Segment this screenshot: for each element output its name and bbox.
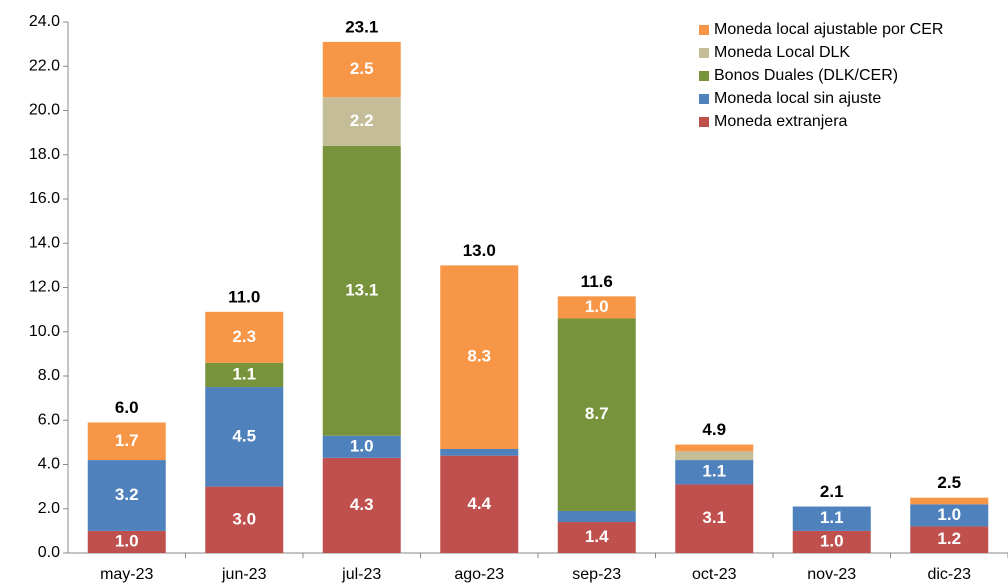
bar-segment	[675, 484, 754, 553]
legend-swatch	[699, 94, 709, 104]
bar-segment	[910, 504, 989, 527]
data-label: 8.3	[467, 347, 491, 366]
bar-segment	[322, 457, 401, 553]
y-tick-label: 22.0	[29, 57, 60, 74]
data-label: 3.0	[232, 509, 256, 528]
data-label: 1.0	[115, 531, 139, 550]
bar-segment	[440, 455, 519, 553]
y-tick-label: 6.0	[38, 411, 60, 428]
bar-segment	[87, 460, 166, 531]
data-label: 1.0	[937, 505, 961, 524]
data-label: 4.4	[467, 494, 491, 513]
bar-segment	[205, 387, 284, 487]
data-label: 1.1	[232, 364, 256, 383]
y-tick-label: 12.0	[29, 279, 60, 296]
bar-segment	[557, 296, 636, 319]
bar-segment	[322, 41, 401, 98]
bar-segment	[910, 526, 989, 553]
data-label: 2.5	[350, 59, 374, 78]
legend-label: Moneda extranjera	[714, 113, 848, 130]
bar-segment	[87, 422, 166, 461]
data-label: 1.0	[585, 297, 609, 316]
bar-segment	[205, 486, 284, 553]
data-label: 1.4	[585, 527, 609, 546]
y-tick-label: 10.0	[29, 323, 60, 340]
total-label: 2.5	[937, 473, 961, 492]
data-label: 4.5	[232, 426, 256, 445]
y-tick-label: 24.0	[29, 13, 60, 30]
bar-segment	[205, 311, 284, 363]
data-label: 1.7	[115, 431, 139, 450]
bar-segment	[792, 506, 871, 531]
legend-label: Bonos Duales (DLK/CER)	[714, 67, 898, 84]
bar-segment	[322, 97, 401, 146]
x-tick-label: nov-23	[807, 566, 856, 583]
x-tick-label: sep-23	[572, 566, 621, 583]
data-label: 1.2	[937, 529, 961, 548]
x-tick-label: dic-23	[927, 566, 971, 583]
bar-segment	[87, 530, 166, 553]
legend-label: Moneda local ajustable por CER	[714, 21, 943, 38]
y-tick-label: 4.0	[38, 456, 60, 473]
x-tick-label: may-23	[100, 566, 153, 583]
data-label: 2.2	[350, 111, 374, 130]
legend-label: Moneda local sin ajuste	[714, 90, 881, 107]
y-tick-label: 18.0	[29, 146, 60, 163]
y-tick-label: 14.0	[29, 234, 60, 251]
data-label: 1.0	[350, 436, 374, 455]
x-tick-label: jun-23	[221, 566, 267, 583]
bar-segment	[675, 444, 754, 452]
bar-segment	[322, 145, 401, 436]
data-label: 13.1	[345, 280, 378, 299]
legend-label: Moneda Local DLK	[714, 44, 850, 61]
x-tick-label: oct-23	[692, 566, 737, 583]
bar-segment	[322, 435, 401, 458]
data-label: 3.2	[115, 485, 139, 504]
bar-segment	[910, 497, 989, 505]
x-tick-label: jul-23	[341, 566, 381, 583]
bar-segment	[557, 510, 636, 523]
bar-segment	[205, 362, 284, 388]
data-label: 8.7	[585, 404, 609, 423]
data-label: 4.3	[350, 495, 374, 514]
total-label: 11.6	[581, 272, 613, 291]
legend-swatch	[699, 48, 709, 58]
data-label: 1.0	[820, 531, 844, 550]
y-tick-label: 0.0	[38, 544, 60, 561]
y-tick-label: 20.0	[29, 102, 60, 119]
legend-swatch	[699, 71, 709, 81]
y-tick-label: 8.0	[38, 367, 60, 384]
data-label: 3.1	[702, 508, 726, 527]
bar-segment	[440, 449, 519, 456]
bar-segment	[675, 460, 754, 485]
bar-segment	[557, 318, 636, 511]
total-label: 2.1	[820, 482, 844, 501]
bar-segment	[557, 522, 636, 553]
y-tick-label: 16.0	[29, 190, 60, 207]
y-tick-label: 2.0	[38, 500, 60, 517]
total-label: 13.0	[463, 241, 496, 260]
data-label: 1.1	[702, 462, 726, 481]
bar-segment	[675, 451, 754, 461]
data-label: 2.3	[232, 327, 256, 346]
x-tick-label: ago-23	[454, 566, 504, 583]
total-label: 11.0	[228, 287, 260, 306]
total-label: 4.9	[702, 420, 726, 439]
total-label: 6.0	[115, 398, 139, 417]
legend-swatch	[699, 25, 709, 35]
bar-segment	[440, 265, 519, 450]
bar-segment	[792, 530, 871, 553]
legend-swatch	[699, 117, 709, 127]
total-label: 23.1	[345, 17, 378, 36]
data-label: 1.1	[820, 508, 844, 527]
